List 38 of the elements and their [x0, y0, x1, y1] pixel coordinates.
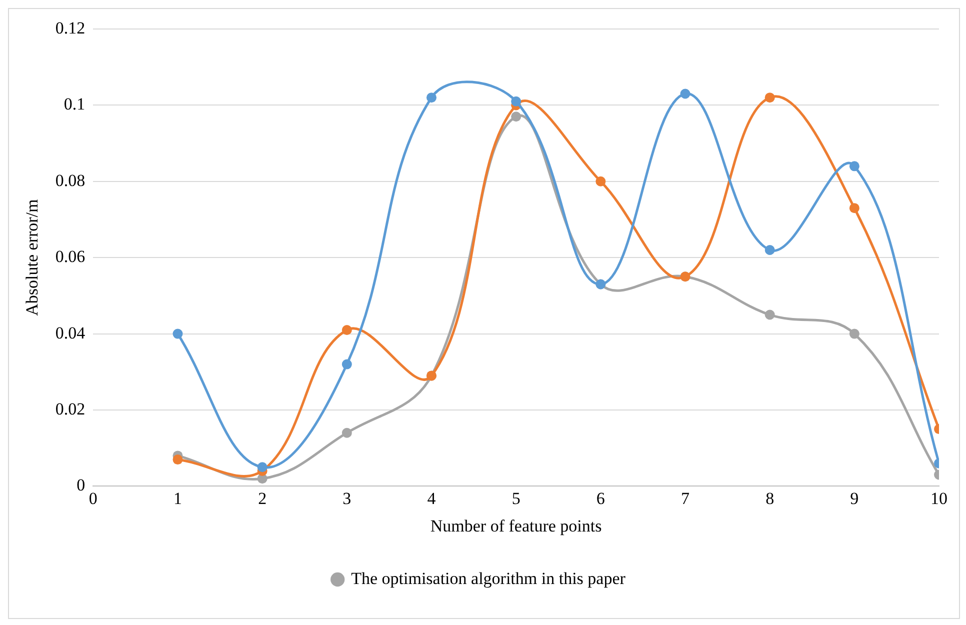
y-tick-label: 0 [76, 476, 86, 495]
x-tick-label: 6 [596, 488, 605, 508]
x-tick-label: 2 [258, 488, 267, 508]
x-tick-label: 5 [512, 488, 520, 508]
point [172, 328, 183, 339]
point [764, 244, 775, 255]
point [849, 203, 860, 214]
y-axis-title: Absolute error/m [22, 199, 42, 316]
point [680, 88, 690, 99]
x-tick-label: 7 [680, 488, 690, 508]
y-tick-label: 0.08 [55, 170, 86, 190]
x-axis-title: Number of feature points [430, 516, 602, 536]
point [426, 92, 436, 103]
point [596, 176, 606, 186]
x-tick-label: 4 [427, 488, 436, 508]
x-tick-label: 9 [850, 488, 859, 508]
x-tick-label: 1 [173, 488, 182, 508]
y-tick-label: 0.04 [55, 323, 86, 342]
x-tick-label: 0 [88, 488, 98, 508]
point [764, 92, 775, 103]
x-tick-label: 3 [342, 488, 352, 508]
point [342, 428, 352, 438]
y-tick-label: 0.1 [64, 94, 86, 114]
point [849, 328, 860, 339]
y-tick-label: 0.06 [55, 247, 86, 266]
point [342, 359, 352, 370]
point [172, 454, 183, 465]
legend-label: The optimisation algorithm in this paper [351, 568, 626, 588]
point [257, 462, 268, 472]
y-tick-label: 0.12 [55, 18, 86, 38]
point [342, 324, 352, 335]
point [849, 161, 860, 172]
x-tick-label: 8 [766, 488, 774, 508]
point [764, 310, 775, 320]
x-tick-label: 10 [930, 488, 948, 508]
point [511, 96, 522, 106]
point [511, 112, 522, 122]
y-tick-label: 0.02 [55, 399, 86, 418]
